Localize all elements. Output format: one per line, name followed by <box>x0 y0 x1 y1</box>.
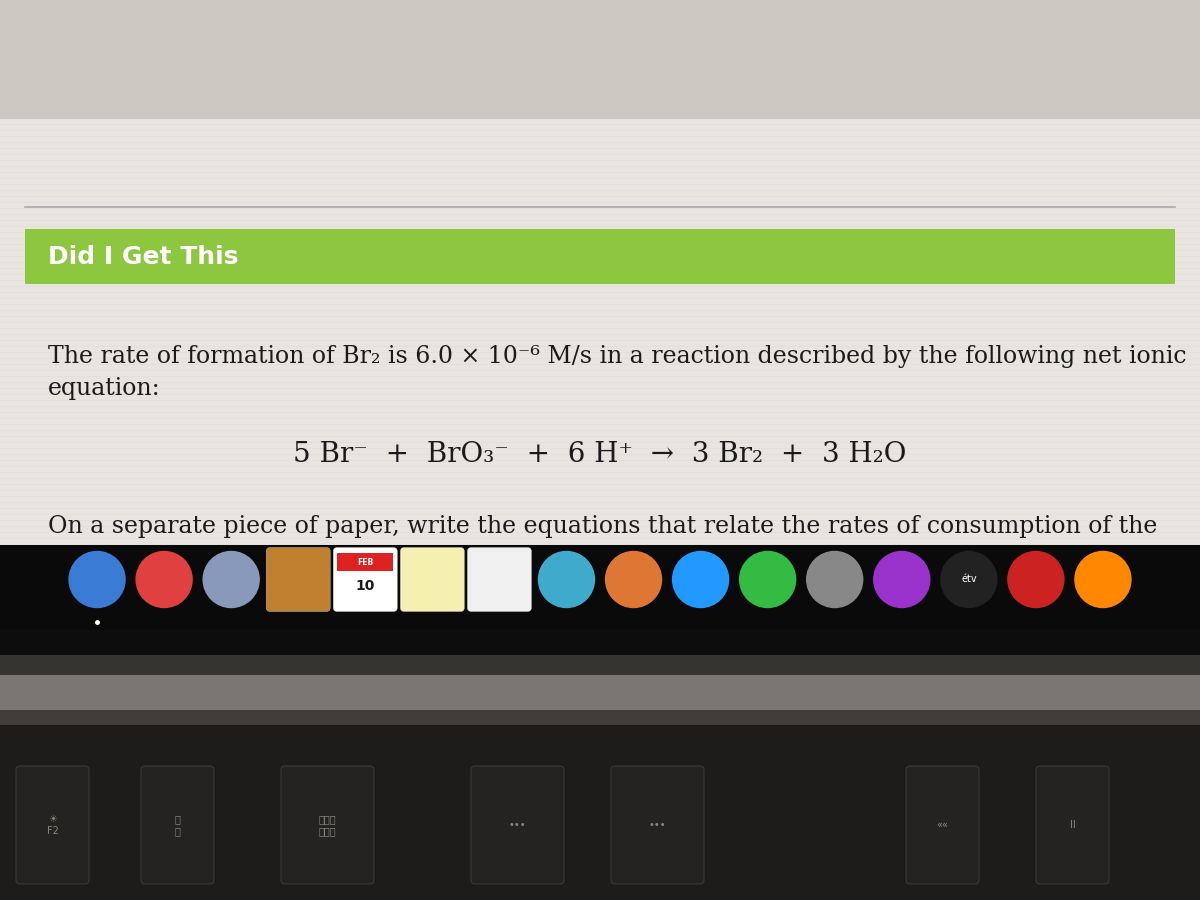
FancyBboxPatch shape <box>0 119 1200 567</box>
Circle shape <box>941 552 997 608</box>
Circle shape <box>739 552 796 608</box>
FancyBboxPatch shape <box>611 766 704 884</box>
Circle shape <box>203 552 259 608</box>
Text: FEB: FEB <box>358 558 373 567</box>
Text: ☀
F2: ☀ F2 <box>47 814 59 836</box>
FancyBboxPatch shape <box>281 766 374 884</box>
Text: On a separate piece of paper, write the equations that relate the rates of consu: On a separate piece of paper, write the … <box>48 516 1157 538</box>
Circle shape <box>539 552 594 608</box>
Text: •••: ••• <box>649 820 666 830</box>
FancyBboxPatch shape <box>0 710 1200 725</box>
Text: reactants and the rates of formation of the products and then check your answer : reactants and the rates of formation of … <box>48 546 1103 570</box>
Circle shape <box>1008 552 1064 608</box>
FancyBboxPatch shape <box>468 547 532 611</box>
FancyBboxPatch shape <box>0 655 1200 725</box>
FancyBboxPatch shape <box>906 766 979 884</box>
Text: ⎕⎕⎕
⎕⎕⎕: ⎕⎕⎕ ⎕⎕⎕ <box>319 814 336 836</box>
FancyBboxPatch shape <box>337 553 394 572</box>
Text: 10: 10 <box>355 580 374 593</box>
Circle shape <box>806 552 863 608</box>
Circle shape <box>672 552 728 608</box>
Text: II: II <box>1069 820 1075 830</box>
Text: étv: étv <box>961 574 977 584</box>
FancyBboxPatch shape <box>142 766 214 884</box>
FancyBboxPatch shape <box>266 547 330 611</box>
Text: equation:: equation: <box>48 377 161 400</box>
Circle shape <box>136 552 192 608</box>
Circle shape <box>606 552 661 608</box>
FancyBboxPatch shape <box>0 725 1200 900</box>
Circle shape <box>874 552 930 608</box>
Text: 5 Br⁻  +  BrO₃⁻  +  6 H⁺  →  3 Br₂  +  3 H₂O: 5 Br⁻ + BrO₃⁻ + 6 H⁺ → 3 Br₂ + 3 H₂O <box>293 442 907 469</box>
FancyBboxPatch shape <box>0 545 1200 630</box>
FancyBboxPatch shape <box>334 547 397 611</box>
FancyBboxPatch shape <box>1036 766 1109 884</box>
FancyBboxPatch shape <box>0 655 1200 675</box>
FancyBboxPatch shape <box>16 766 89 884</box>
Text: •••: ••• <box>509 820 527 830</box>
Circle shape <box>1075 552 1130 608</box>
FancyBboxPatch shape <box>25 229 1175 284</box>
Circle shape <box>70 552 125 608</box>
FancyBboxPatch shape <box>0 630 1200 730</box>
Text: ««: «« <box>936 820 948 830</box>
FancyBboxPatch shape <box>401 547 464 611</box>
Text: The rate of formation of Br₂ is 6.0 × 10⁻⁶ M/s in a reaction described by the fo: The rate of formation of Br₂ is 6.0 × 10… <box>48 345 1187 367</box>
FancyBboxPatch shape <box>470 766 564 884</box>
FancyBboxPatch shape <box>0 0 1200 119</box>
Text: Did I Get This: Did I Get This <box>48 245 239 268</box>
Text: ⎕
⎕: ⎕ ⎕ <box>174 814 180 836</box>
